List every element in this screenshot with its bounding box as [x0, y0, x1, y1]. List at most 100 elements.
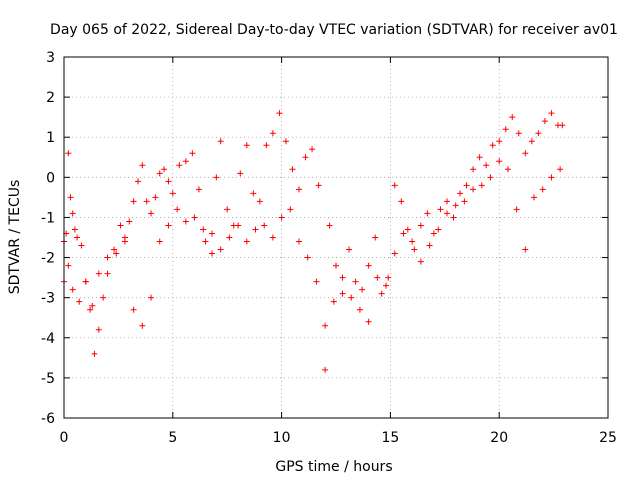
data-point-s1 [130, 198, 137, 205]
data-point-s1 [470, 166, 477, 173]
data-point-s2 [304, 254, 311, 261]
data-point-s1 [165, 178, 172, 185]
data-point-s1 [91, 350, 98, 357]
data-point-s1 [437, 206, 444, 213]
data-point-s2 [435, 226, 442, 233]
data-point-s2 [235, 222, 242, 229]
y-axis-label: SDTVAR / TECUs [7, 180, 23, 295]
y-tick-label: -3 [41, 291, 55, 307]
data-point-s1 [74, 234, 81, 241]
data-point-s2 [330, 298, 337, 305]
data-point-s2 [243, 238, 250, 245]
data-point-s1 [346, 246, 353, 253]
data-point-s1 [100, 294, 107, 301]
data-point-s1 [202, 238, 209, 245]
data-point-s1 [333, 262, 339, 269]
x-tick-label: 25 [599, 430, 617, 446]
data-point-s1 [385, 274, 392, 281]
plot-frame [63, 56, 609, 419]
y-tick-label: -6 [41, 411, 55, 427]
data-point-s1 [176, 162, 183, 169]
x-tick-label: 20 [490, 430, 508, 446]
y-tick-label: 1 [46, 130, 55, 146]
data-point-s1 [398, 198, 405, 205]
data-point-s1 [134, 178, 141, 185]
data-point-s2 [478, 182, 485, 189]
data-point-s1 [237, 170, 244, 177]
data-point-s1 [322, 366, 329, 373]
data-point-s2 [531, 194, 538, 201]
data-point-s2 [278, 214, 285, 221]
data-point-s1 [528, 138, 535, 145]
data-point-s1 [189, 150, 196, 157]
data-point-s1 [326, 222, 333, 229]
data-point-s2 [496, 158, 503, 165]
data-point-s1 [71, 226, 78, 233]
data-point-s1 [69, 210, 76, 217]
data-point-s2 [339, 290, 346, 297]
data-point-s2 [356, 306, 363, 313]
data-point-s2 [522, 246, 529, 253]
data-point-s1 [496, 138, 503, 145]
data-point-s2 [165, 222, 172, 229]
data-point-s2 [121, 238, 128, 245]
y-tick-label: 2 [46, 90, 55, 106]
data-point-s2 [539, 186, 546, 193]
data-point-s2 [461, 198, 468, 205]
data-point-s2 [82, 278, 89, 285]
data-point-s2 [269, 234, 276, 241]
data-point-s1 [430, 230, 437, 237]
data-point-s1 [289, 166, 296, 173]
data-point-s1 [489, 142, 496, 149]
data-point-s1 [111, 246, 118, 253]
data-point-s1 [483, 162, 490, 169]
y-tick-label: -1 [41, 210, 55, 226]
data-point-s1 [424, 210, 431, 217]
data-point-s1 [282, 138, 289, 145]
data-point-s1 [263, 142, 270, 149]
data-point-s1 [269, 130, 276, 137]
data-point-s2 [130, 306, 137, 313]
data-point-s1 [541, 118, 548, 125]
x-tick-label: 10 [273, 430, 291, 446]
data-point-s1 [515, 130, 522, 137]
data-point-s1 [509, 114, 516, 121]
data-point-s1 [522, 150, 529, 157]
data-point-s1 [404, 226, 411, 233]
data-point-s1 [359, 286, 366, 293]
data-point-s2 [217, 246, 224, 253]
x-axis-label: GPS time / hours [275, 459, 392, 475]
data-point-s1 [302, 154, 309, 161]
data-point-s1 [559, 122, 566, 129]
data-point-s1 [411, 246, 418, 253]
data-point-s1 [95, 326, 102, 333]
data-point-s1 [391, 182, 398, 189]
y-tick-label: -2 [41, 251, 55, 267]
data-point-s1 [352, 278, 359, 285]
data-point-s1 [256, 198, 263, 205]
data-point-s2 [182, 218, 189, 225]
data-point-s1 [535, 130, 542, 137]
data-point-s1 [117, 222, 124, 229]
data-point-s2 [252, 226, 259, 233]
data-point-s1 [372, 234, 379, 241]
data-point-s1 [457, 190, 464, 197]
data-point-s1 [309, 146, 316, 153]
data-point-s2 [113, 250, 120, 257]
data-point-s1 [65, 150, 72, 157]
data-point-s2 [426, 242, 433, 249]
data-point-s1 [243, 142, 250, 149]
y-tick-label: 3 [46, 50, 55, 66]
data-point-s2 [191, 214, 198, 221]
data-point-s1 [195, 186, 202, 193]
data-point-s2 [383, 282, 390, 289]
data-point-s1 [156, 170, 163, 177]
data-point-s2 [287, 206, 294, 213]
data-point-s1 [296, 186, 303, 193]
data-point-s2 [417, 258, 424, 265]
data-point-s1 [152, 194, 159, 201]
data-point-s1 [148, 210, 155, 217]
data-point-s2 [365, 318, 372, 325]
data-point-s1 [67, 194, 74, 201]
